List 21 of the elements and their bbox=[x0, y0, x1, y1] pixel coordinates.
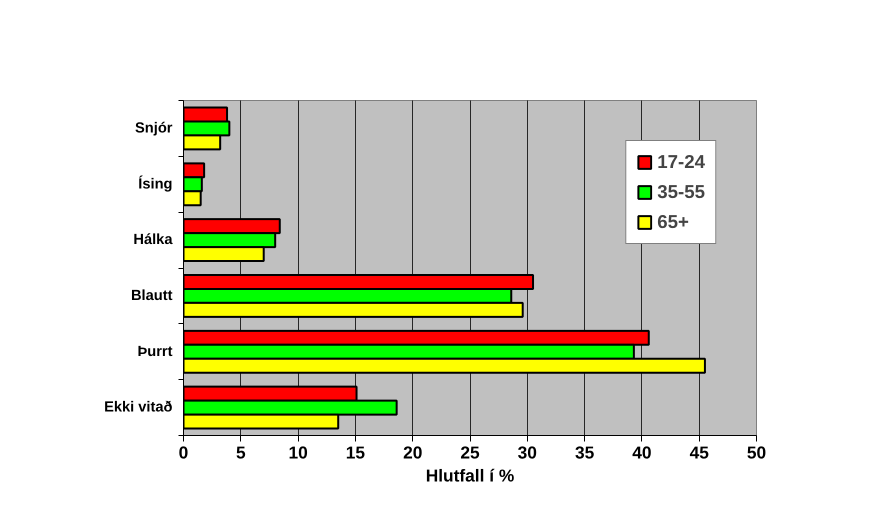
x-tick-label: 20 bbox=[403, 442, 422, 462]
y-tick-label: Ekki vitað bbox=[104, 400, 173, 416]
x-tick-label: 35 bbox=[574, 442, 595, 462]
x-tick-label: 5 bbox=[236, 442, 246, 462]
x-tick-label: 40 bbox=[632, 442, 652, 462]
x-tick-label: 50 bbox=[746, 442, 766, 462]
y-tick-label: Hálka bbox=[133, 232, 174, 248]
x-tick-label: 0 bbox=[178, 442, 188, 462]
x-tick-label: 15 bbox=[346, 442, 366, 462]
y-tick-label: Blautt bbox=[130, 288, 173, 304]
legend-label: 65+ bbox=[657, 211, 689, 233]
y-tick-label: Ísing bbox=[138, 175, 173, 192]
x-tick-label: 45 bbox=[690, 442, 710, 462]
legend-label: 17-24 bbox=[657, 151, 705, 173]
legend-label: 35-55 bbox=[657, 181, 705, 203]
x-tick-label: 10 bbox=[288, 442, 308, 462]
x-tick-label: 25 bbox=[460, 442, 480, 462]
x-tick-label: 30 bbox=[518, 442, 537, 462]
y-tick-label: Þurrt bbox=[137, 344, 173, 360]
y-tick-label: Snjór bbox=[135, 120, 173, 136]
x-axis-title: Hlutfall í % bbox=[426, 466, 514, 486]
